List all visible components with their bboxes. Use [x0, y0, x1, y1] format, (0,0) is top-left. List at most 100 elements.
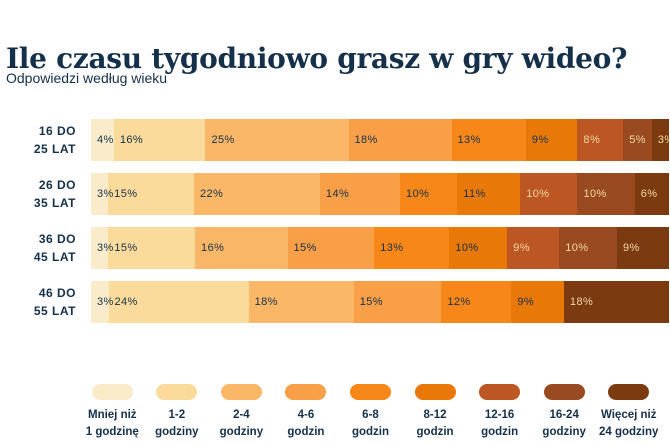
segment-value-label: 16% — [201, 242, 225, 254]
segment-value-label: 8% — [583, 134, 601, 146]
legend-swatch — [414, 384, 456, 400]
segment-value-label: 3% — [97, 296, 114, 308]
segment-value-label: 9% — [513, 242, 530, 254]
segment-value-label: 11% — [463, 188, 486, 200]
legend-swatch — [91, 384, 133, 400]
segment-value-label: 18% — [569, 296, 594, 308]
segment-value-label: 18% — [254, 296, 278, 308]
segment-value-label: 15% — [114, 242, 138, 254]
segment-value-label: 10% — [406, 188, 430, 200]
segment-value-label: 24% — [114, 296, 138, 308]
legend-label: 8-12 godzin — [416, 409, 454, 438]
bar-segment: 13% — [374, 227, 450, 269]
legend-swatch — [479, 384, 521, 400]
bar-segment: 12% — [441, 281, 512, 323]
segment-value-label: 25% — [211, 134, 235, 146]
stacked-bar: 4% 16% 25% 18% 13% 9% 8% 5% 3% — [91, 119, 670, 161]
legend-label: 12-16 godzin — [481, 409, 519, 438]
legend-label: 2-4 godziny — [219, 409, 264, 438]
segment-value-label: 5% — [629, 134, 646, 146]
bar-segment: 15% — [108, 227, 196, 269]
segment-value-label: 13% — [380, 242, 404, 254]
bar-segment: 3% — [91, 227, 113, 269]
segment-value-label: 10% — [526, 188, 550, 200]
bar-segment: 3% — [91, 281, 113, 323]
legend-item: 12-16 godzin — [467, 384, 532, 441]
legend-swatch — [349, 384, 391, 400]
bar-segment: 5% — [623, 119, 652, 161]
bar-segment: 13% — [451, 119, 526, 161]
bar-segment: 9% — [507, 227, 560, 269]
bar-segment: 15% — [108, 173, 195, 215]
legend-label: 6-8 godzin — [351, 409, 390, 438]
chart-title: Ile czasu tygodniowo grasz w gry wideo? — [6, 41, 628, 75]
segment-value-label: 10% — [565, 242, 589, 254]
bar-segment: 11% — [457, 173, 521, 215]
stacked-bar: 3% 24% 18% 15% 12% 9% 18% — [91, 281, 670, 323]
bar-segment: 10% — [577, 173, 635, 215]
bar-segment: 25% — [205, 119, 349, 161]
segment-value-label: 10% — [455, 242, 479, 254]
segment-value-label: 3% — [657, 134, 670, 146]
segment-value-label: 3% — [97, 188, 114, 200]
bar-segment: 10% — [559, 227, 617, 269]
bar-segment: 15% — [287, 227, 375, 269]
legend-swatch — [156, 384, 198, 400]
legend-item: 6-8 godzin — [338, 384, 403, 441]
bar-segment: 3% — [651, 119, 670, 161]
age-group-label: 36 DO 45 LAT — [33, 232, 76, 264]
segment-value-label: 16% — [119, 134, 144, 146]
stacked-bar: 3% 15% 22% 14% 10% 11% 10% 10% 6% — [91, 173, 670, 215]
legend-label: 4-6 godzin — [287, 409, 325, 438]
bar-segment: 6% — [634, 173, 670, 215]
segment-value-label: 22% — [200, 188, 224, 200]
legend-item: 8-12 godzin — [403, 384, 468, 441]
bar-segment: 9% — [616, 227, 669, 269]
segment-value-label: 9% — [517, 296, 535, 308]
segment-value-label: 9% — [531, 134, 549, 146]
age-group-label: 26 DO 35 LAT — [33, 178, 76, 210]
bar-segment: 18% — [563, 281, 670, 323]
segment-value-label: 13% — [457, 134, 481, 146]
legend-swatch — [220, 384, 262, 400]
age-group-label: 46 DO 55 LAT — [33, 286, 76, 318]
legend-label: 1-2 godziny — [155, 409, 199, 438]
segment-value-label: 15% — [293, 242, 317, 254]
legend-item: Więcej niż 24 godziny — [596, 384, 661, 441]
segment-value-label: 10% — [583, 188, 607, 200]
bar-segment: 10% — [449, 227, 508, 269]
segment-value-label: 14% — [325, 188, 350, 200]
bar-segment: 18% — [348, 119, 452, 161]
bar-segment: 8% — [577, 119, 624, 161]
segment-value-label: 6% — [640, 188, 658, 200]
bar-segment: 18% — [248, 281, 354, 323]
stacked-bar: 3% 15% 16% 15% 13% 10% 9% 10% 9% — [91, 227, 669, 269]
bar-segment: 14% — [319, 173, 401, 215]
segment-value-label: 15% — [114, 188, 138, 200]
age-group-label: 16 DO 25 LAT — [33, 124, 76, 156]
legend-label: Więcej niż 24 godziny — [599, 409, 659, 438]
segment-value-label: 12% — [447, 296, 471, 308]
legend-item: Mniej niż 1 godzinę — [80, 384, 145, 441]
bar-segment: 4% — [91, 119, 114, 161]
legend-item: 4-6 godzin — [274, 384, 339, 441]
chart-legend: Mniej niż 1 godzinę 1-2 godziny 2-4 godziny 4-… — [80, 384, 661, 441]
legend-item: 16-24 godziny — [532, 384, 597, 441]
segment-value-label: 15% — [359, 296, 383, 308]
bar-segment: 16% — [113, 119, 206, 161]
bar-segment: 22% — [194, 173, 320, 215]
legend-label: 16-24 godziny — [542, 409, 586, 438]
segment-value-label: 3% — [97, 242, 114, 254]
legend-swatch — [543, 384, 585, 400]
chart-subtitle: Odpowiedzi według wieku — [6, 70, 168, 86]
bar-segment: 10% — [520, 173, 578, 215]
bar-segment: 24% — [108, 281, 249, 323]
legend-label: Mniej niż 1 godzinę — [85, 409, 139, 438]
bar-segment: 9% — [525, 119, 578, 161]
legend-swatch — [285, 384, 327, 400]
chart-row: 36 DO 45 LAT 3% 15% 16% 15% 13% 10% 9% 10% 9% — [0, 227, 669, 269]
segment-value-label: 9% — [622, 242, 640, 254]
